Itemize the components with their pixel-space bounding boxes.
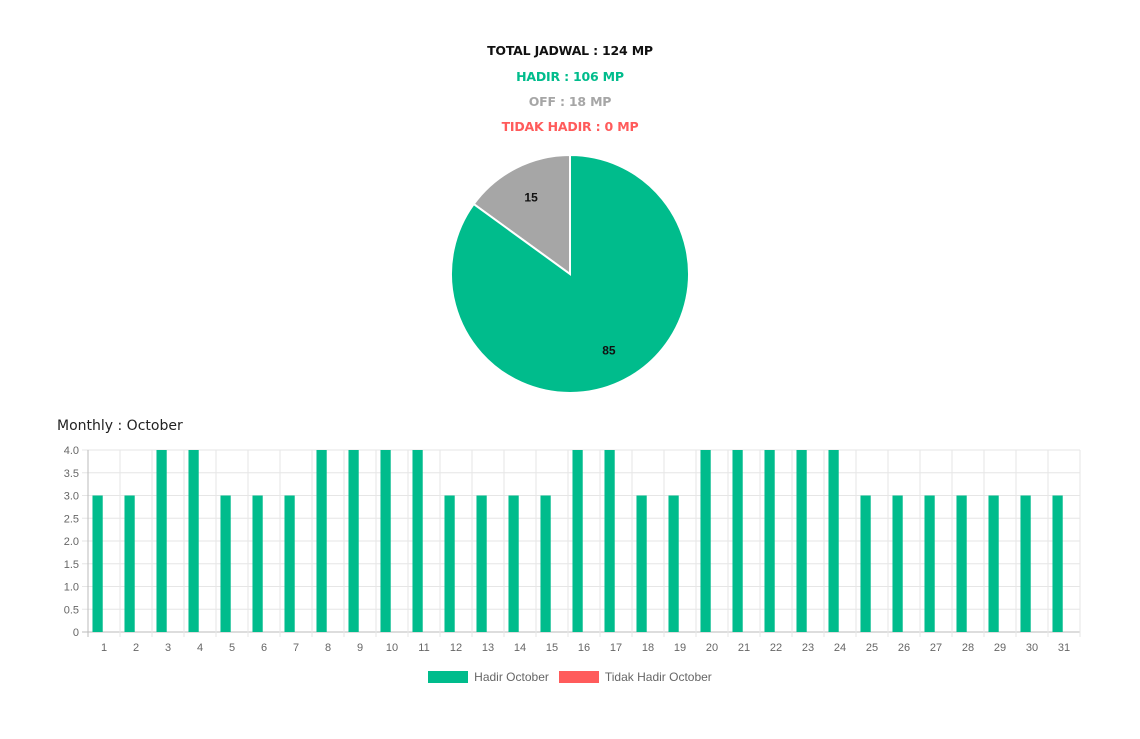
x-tick-label: 23 xyxy=(802,642,814,654)
bar-hadir-october-day-25[interactable] xyxy=(860,495,871,633)
x-tick-label: 30 xyxy=(1026,642,1038,654)
pie-data-label-off: 15 xyxy=(524,191,538,205)
off-label: OFF : 18 MP xyxy=(528,94,612,109)
monthly-title: Monthly : October xyxy=(57,418,183,434)
bar-hadir-october-day-17[interactable] xyxy=(604,450,615,632)
bar-hadir-october-day-12[interactable] xyxy=(444,495,455,633)
y-tick-label: 3.5 xyxy=(64,468,79,480)
legend-swatch-hadir xyxy=(428,671,469,683)
bar-hadir-october-day-30[interactable] xyxy=(1020,495,1031,633)
x-tick-label: 25 xyxy=(866,642,878,654)
bar-hadir-october-day-4[interactable] xyxy=(188,450,199,632)
bar-hadir-october-day-9[interactable] xyxy=(348,450,359,632)
bar-hadir-october-day-15[interactable] xyxy=(540,495,551,633)
x-tick-label: 1 xyxy=(101,642,107,654)
bar-hadir-october-day-19[interactable] xyxy=(668,495,679,633)
x-tick-label: 16 xyxy=(578,642,590,654)
x-tick-label: 4 xyxy=(197,642,203,654)
bar-hadir-october-day-18[interactable] xyxy=(636,495,647,633)
bar-hadir-october-day-5[interactable] xyxy=(220,495,231,633)
bar-hadir-october-day-22[interactable] xyxy=(764,450,775,632)
legend-swatch-tidak-hadir xyxy=(558,671,599,683)
y-tick-label: 3.0 xyxy=(64,491,79,503)
x-tick-label: 28 xyxy=(962,642,974,654)
x-tick-label: 3 xyxy=(165,642,171,654)
x-tick-label: 27 xyxy=(930,642,942,654)
x-tick-label: 19 xyxy=(674,642,686,654)
x-tick-label: 8 xyxy=(325,642,331,654)
legend-item-tidak-hadir[interactable]: Tidak Hadir October xyxy=(558,670,712,684)
y-tick-label: 1.0 xyxy=(64,582,79,594)
hadir-label: HADIR : 106 MP xyxy=(516,69,624,84)
bar-hadir-october-day-27[interactable] xyxy=(924,495,935,633)
x-tick-label: 14 xyxy=(514,642,526,654)
legend-label-hadir: Hadir October xyxy=(474,670,549,684)
x-tick-label: 13 xyxy=(482,642,494,654)
bar-hadir-october-day-14[interactable] xyxy=(508,495,519,633)
bar-hadir-october-day-3[interactable] xyxy=(156,450,167,632)
x-tick-label: 10 xyxy=(386,642,398,654)
x-tick-label: 31 xyxy=(1058,642,1070,654)
y-tick-label: 0 xyxy=(73,627,79,639)
x-tick-label: 12 xyxy=(450,642,462,654)
y-tick-label: 2.5 xyxy=(64,513,79,525)
pie-slice-hadir[interactable] xyxy=(450,153,690,394)
x-tick-label: 21 xyxy=(738,642,750,654)
y-tick-label: 0.5 xyxy=(64,604,79,616)
x-tick-label: 26 xyxy=(898,642,910,654)
bar-hadir-october-day-7[interactable] xyxy=(284,495,295,633)
bar-hadir-october-day-8[interactable] xyxy=(316,450,327,632)
bar-hadir-october-day-29[interactable] xyxy=(988,495,999,633)
legend-item-hadir[interactable]: Hadir October xyxy=(428,670,549,684)
bar-hadir-october-day-13[interactable] xyxy=(476,495,487,633)
bar-hadir-october-day-24[interactable] xyxy=(828,450,839,632)
x-tick-label: 2 xyxy=(133,642,139,654)
x-tick-label: 24 xyxy=(834,642,846,654)
y-tick-label: 1.5 xyxy=(64,559,79,571)
bar-hadir-october-day-16[interactable] xyxy=(572,450,583,632)
bar-hadir-october-day-1[interactable] xyxy=(92,495,103,633)
monthly-bar-chart: 00.51.01.52.02.53.03.54.01 2 3 4 5 6 7 8 9 10 11 12… xyxy=(64,445,1081,654)
x-tick-label: 7 xyxy=(293,642,299,654)
x-tick-label: 5 xyxy=(229,642,235,654)
bar-legend: Hadir October Tidak Hadir October xyxy=(0,670,1140,684)
x-tick-label: 22 xyxy=(770,642,782,654)
x-tick-label: 6 xyxy=(261,642,267,654)
bar-hadir-october-day-2[interactable] xyxy=(124,495,135,633)
legend-label-tidak-hadir: Tidak Hadir October xyxy=(604,670,712,684)
bar-hadir-october-day-10[interactable] xyxy=(380,450,391,632)
x-tick-label: 18 xyxy=(642,642,654,654)
bar-hadir-october-day-28[interactable] xyxy=(956,495,967,633)
total-jadwal-label: TOTAL JADWAL : 124 MP xyxy=(487,43,653,58)
y-tick-label: 4.0 xyxy=(64,445,79,457)
tidak-hadir-label: TIDAK HADIR : 0 MP xyxy=(501,119,639,134)
x-tick-label: 20 xyxy=(706,642,718,654)
bar-hadir-october-day-31[interactable] xyxy=(1052,495,1063,633)
bar-hadir-october-day-21[interactable] xyxy=(732,450,743,632)
x-tick-label: 15 xyxy=(546,642,558,654)
bar-hadir-october-day-6[interactable] xyxy=(252,495,263,633)
pie-slice-off[interactable] xyxy=(472,153,571,276)
y-tick-label: 2.0 xyxy=(64,536,79,548)
x-tick-label: 17 xyxy=(610,642,622,654)
bar-hadir-october-day-11[interactable] xyxy=(412,450,423,632)
pie-data-label-hadir: 85 xyxy=(602,343,616,357)
bar-hadir-october-day-26[interactable] xyxy=(892,495,903,633)
bar-hadir-october-day-23[interactable] xyxy=(796,450,807,632)
x-tick-label: 11 xyxy=(418,642,429,654)
x-tick-label: 9 xyxy=(357,642,363,654)
x-tick-label: 29 xyxy=(994,642,1006,654)
bar-hadir-october-day-20[interactable] xyxy=(700,450,711,632)
